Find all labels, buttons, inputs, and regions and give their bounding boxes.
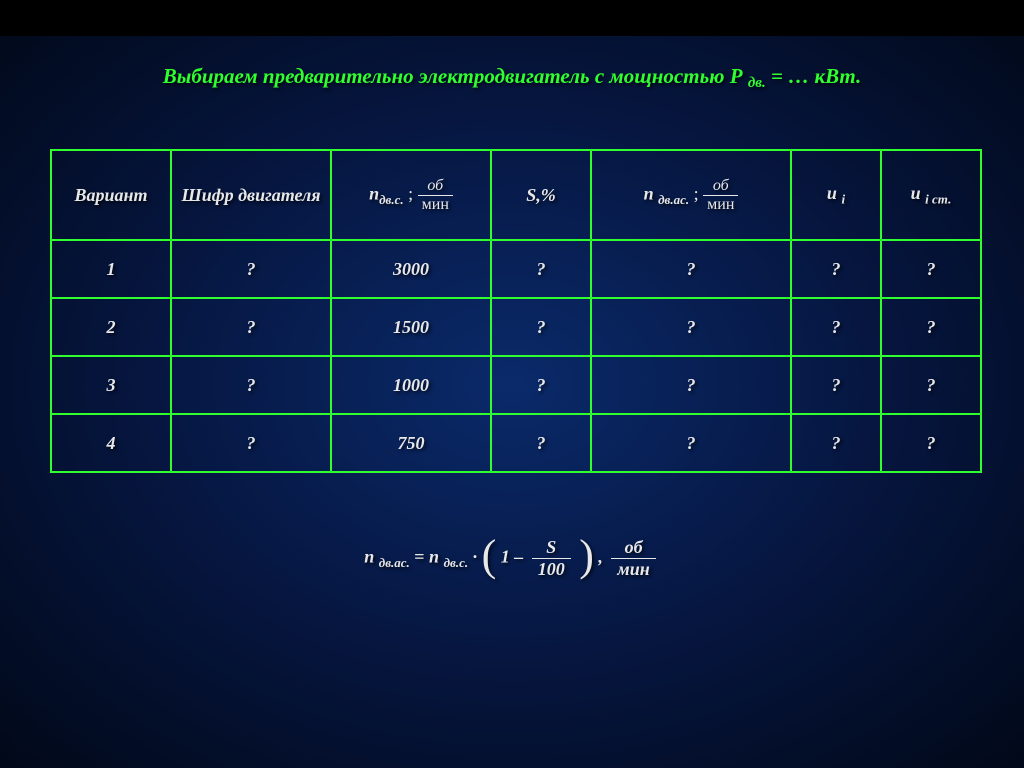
cell-variant: 1 — [51, 240, 171, 298]
lparen-icon: ( — [482, 531, 497, 580]
cell-ui: ? — [791, 240, 881, 298]
table-wrap: Вариант Шифр двигателя nдв.с. ; обмин S,… — [50, 149, 974, 473]
hdr-code: Шифр двигателя — [171, 150, 331, 240]
hdr-n-dvas: n дв.ас. ; обмин — [591, 150, 791, 240]
hdr-n-pre: n — [369, 183, 379, 203]
title-text-a: Выбираем предварительно электродвигатель… — [163, 64, 748, 88]
hdr-n-sub: дв.с. — [379, 192, 404, 207]
cell-s: ? — [491, 298, 591, 356]
table-row: 2 ? 1500 ? ? ? ? — [51, 298, 981, 356]
rparen-icon: ) — [579, 531, 594, 580]
cell-s: ? — [491, 414, 591, 472]
cell-code: ? — [171, 298, 331, 356]
f-comma: , — [598, 547, 607, 567]
cell-ui: ? — [791, 356, 881, 414]
cell-n: 750 — [331, 414, 491, 472]
hdr-s: S,% — [491, 150, 591, 240]
cell-n: 1500 — [331, 298, 491, 356]
cell-nas: ? — [591, 414, 791, 472]
hdr-n-dvs: nдв.с. ; обмин — [331, 150, 491, 240]
cell-code: ? — [171, 414, 331, 472]
cell-nas: ? — [591, 356, 791, 414]
hdr-nas-pre: n — [644, 183, 659, 203]
cell-nas: ? — [591, 298, 791, 356]
cell-nas: ? — [591, 240, 791, 298]
cell-ui: ? — [791, 298, 881, 356]
cell-variant: 2 — [51, 298, 171, 356]
hdr-variant: Вариант — [51, 150, 171, 240]
cell-variant: 3 — [51, 356, 171, 414]
f-eq: = — [414, 547, 429, 567]
hdr-ui-sub: i — [841, 191, 845, 206]
f-dot: · — [473, 547, 482, 567]
cell-ust: ? — [881, 414, 981, 472]
table-row: 4 ? 750 ? ? ? ? — [51, 414, 981, 472]
hdr-ust-pre: u — [911, 183, 926, 203]
hdr-n-unit: обмин — [418, 177, 453, 214]
hdr-ust-sub: i cт. — [925, 191, 951, 206]
f-rhs-sub: дв.c. — [444, 555, 469, 570]
f-rhs-n: n — [429, 547, 444, 567]
hdr-nas-sub: дв.ас. — [658, 192, 689, 207]
cell-ui: ? — [791, 414, 881, 472]
cell-ust: ? — [881, 356, 981, 414]
hdr-ui-pre: u — [827, 183, 842, 203]
f-s-frac: S100 — [532, 537, 571, 580]
cell-s: ? — [491, 240, 591, 298]
topbar — [0, 0, 1024, 36]
cell-s: ? — [491, 356, 591, 414]
cell-variant: 4 — [51, 414, 171, 472]
cell-n: 1000 — [331, 356, 491, 414]
cell-code: ? — [171, 240, 331, 298]
header-row: Вариант Шифр двигателя nдв.с. ; обмин S,… — [51, 150, 981, 240]
cell-ust: ? — [881, 298, 981, 356]
formula: n дв.ac. = n дв.c. · ( 1 – S100 ) , обми… — [0, 533, 1024, 584]
f-unit: обмин — [611, 537, 655, 580]
f-lhs-sub: дв.ac. — [379, 555, 410, 570]
title-sub: дв. — [748, 75, 766, 91]
f-one-minus: 1 – — [501, 547, 528, 567]
motor-table: Вариант Шифр двигателя nдв.с. ; обмин S,… — [50, 149, 982, 473]
hdr-ust: u i cт. — [881, 150, 981, 240]
hdr-nas-unit: обмин — [703, 177, 738, 214]
cell-code: ? — [171, 356, 331, 414]
cell-n: 3000 — [331, 240, 491, 298]
f-lhs-n: n — [364, 547, 379, 567]
table-row: 1 ? 3000 ? ? ? ? — [51, 240, 981, 298]
title-text-b: = … кВт. — [766, 64, 861, 88]
hdr-ui: u i — [791, 150, 881, 240]
table-row: 3 ? 1000 ? ? ? ? — [51, 356, 981, 414]
page-title: Выбираем предварительно электродвигатель… — [0, 64, 1024, 89]
cell-ust: ? — [881, 240, 981, 298]
